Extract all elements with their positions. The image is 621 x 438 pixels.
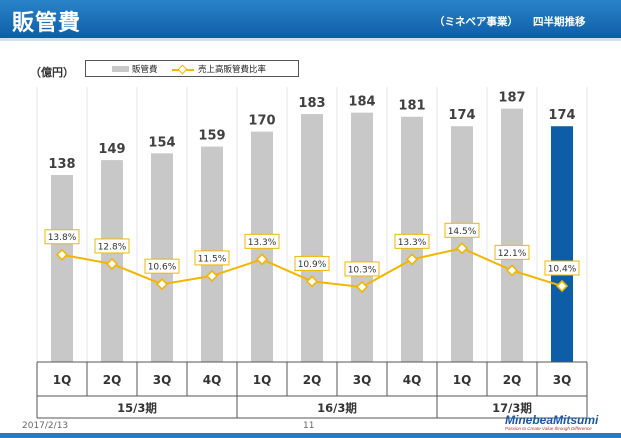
bar-value-label: 174 xyxy=(448,108,475,123)
ratio-marker-1 xyxy=(105,257,119,271)
bar-value-label: 187 xyxy=(498,91,525,106)
page-title: 販管費 xyxy=(12,11,82,36)
group-label: 16/3期 xyxy=(317,401,357,415)
footer-date: 2017/2/13 xyxy=(22,421,69,431)
ratio-label-box xyxy=(194,250,230,266)
bar-value-label: 183 xyxy=(298,96,325,111)
bar-10 xyxy=(551,126,573,362)
category-label: 3Q xyxy=(353,373,372,387)
category-label: 2Q xyxy=(103,373,122,387)
ratio-label-box xyxy=(344,261,380,277)
company-logo: MinebeaMitsumi Passion to Create Value t… xyxy=(505,414,598,432)
ratio-label-box xyxy=(244,233,280,249)
ratio-label: 13.3% xyxy=(248,238,277,248)
ratio-marker-2 xyxy=(155,278,169,291)
logo-tagline: Passion to Create Value through Differen… xyxy=(505,426,592,431)
ratio-label: 13.8% xyxy=(48,233,77,243)
category-label: 2Q xyxy=(303,373,322,387)
ratio-label-box xyxy=(44,229,80,245)
header-divider xyxy=(0,38,621,41)
segment-label: （ミネベア事業） xyxy=(434,16,518,28)
ratio-label: 11.5% xyxy=(198,254,227,264)
ratio-marker-0 xyxy=(55,248,69,261)
bar-2 xyxy=(151,153,173,362)
ratio-marker-9 xyxy=(505,264,519,277)
ratio-marker-4 xyxy=(255,253,269,266)
category-label: 2Q xyxy=(503,373,522,387)
unit-label: （億円） xyxy=(30,66,74,79)
ratio-label: 10.9% xyxy=(298,260,327,270)
ratio-label-box xyxy=(494,244,530,260)
bar-value-label: 154 xyxy=(148,135,175,150)
bar-value-label: 174 xyxy=(548,108,575,123)
ratio-label-box xyxy=(94,238,130,254)
category-label: 1Q xyxy=(253,373,272,387)
ratio-marker-7 xyxy=(405,253,419,266)
page-number: 11 xyxy=(303,421,315,431)
category-label: 1Q xyxy=(53,373,72,387)
ratio-label-box xyxy=(394,233,430,249)
category-label: 3Q xyxy=(153,373,172,387)
bar-value-label: 181 xyxy=(398,99,425,114)
legend-bar-swatch xyxy=(112,66,129,72)
ratio-label-box xyxy=(294,255,330,271)
bar-value-label: 159 xyxy=(198,129,225,144)
bar-9 xyxy=(501,108,523,363)
bar-0 xyxy=(51,175,73,362)
logo-wordmark: MinebeaMitsumi xyxy=(505,413,599,427)
bar-value-label: 170 xyxy=(248,114,275,129)
header-band: 販管費 （ミネベア事業） 四半期推移 xyxy=(0,0,621,38)
bar-6 xyxy=(351,112,373,363)
ratio-marker-6 xyxy=(355,280,369,294)
category-label: 4Q xyxy=(403,373,422,387)
bar-value-label: 138 xyxy=(48,157,75,172)
ratio-label: 10.4% xyxy=(548,265,577,275)
category-label: 1Q xyxy=(453,373,472,387)
bar-5 xyxy=(301,114,323,362)
ratio-label: 12.8% xyxy=(98,242,127,252)
ratio-label: 14.5% xyxy=(448,227,477,237)
legend-bar-label: 販管費 xyxy=(132,65,158,75)
group-label: 17/3期 xyxy=(492,401,532,415)
ratio-label: 10.3% xyxy=(348,265,377,275)
footer-band xyxy=(0,433,621,438)
ratio-marker-10 xyxy=(555,279,569,293)
ratio-label-box xyxy=(144,258,180,274)
category-label: 4Q xyxy=(203,373,222,387)
legend: 販管費 売上高販管費比率 xyxy=(85,60,299,77)
legend-line-label: 売上高販管費比率 xyxy=(198,65,267,75)
trend-label: 四半期推移 xyxy=(533,16,586,28)
category-label: 3Q xyxy=(553,373,572,387)
ratio-label-box xyxy=(444,222,480,238)
ratio-marker-5 xyxy=(305,275,319,288)
ratio-label: 13.3% xyxy=(398,238,427,248)
ratio-marker-8 xyxy=(455,242,469,255)
bar-value-label: 184 xyxy=(348,95,375,110)
group-label: 15/3期 xyxy=(117,401,157,415)
ratio-label: 10.6% xyxy=(148,263,177,273)
bar-value-label: 149 xyxy=(98,142,125,157)
ratio-marker-3 xyxy=(205,269,219,283)
ratio-label: 12.1% xyxy=(498,249,527,259)
ratio-label-box xyxy=(544,260,580,276)
